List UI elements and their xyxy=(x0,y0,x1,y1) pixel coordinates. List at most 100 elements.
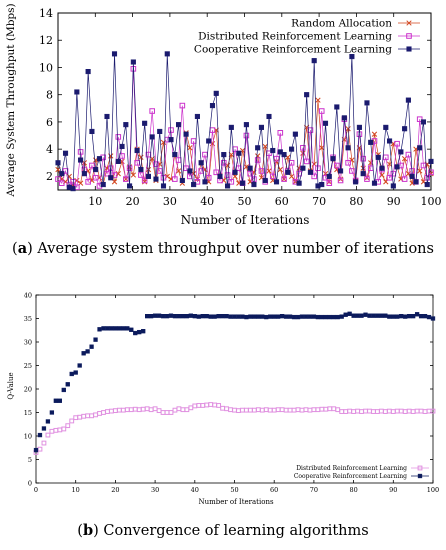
data-point xyxy=(254,157,261,163)
data-point xyxy=(262,143,268,150)
data-point xyxy=(307,314,313,319)
data-point xyxy=(398,408,404,414)
data-point xyxy=(141,177,148,184)
y-tick-label: 15 xyxy=(24,409,32,417)
data-point xyxy=(323,314,328,320)
data-point xyxy=(405,97,411,103)
data-point xyxy=(228,407,233,413)
data-point xyxy=(224,172,231,178)
data-point xyxy=(382,409,388,414)
data-point xyxy=(111,51,118,57)
data-point xyxy=(420,119,427,125)
data-point xyxy=(187,168,193,174)
x-tick-label: 60 xyxy=(275,195,289,208)
data-point xyxy=(142,179,148,185)
data-point xyxy=(359,409,364,414)
y-tick-label: 0 xyxy=(28,479,32,487)
data-point xyxy=(220,405,225,411)
data-point xyxy=(303,158,310,165)
data-point xyxy=(192,314,197,319)
data-point xyxy=(232,407,237,413)
data-point xyxy=(394,408,400,414)
data-point xyxy=(319,145,325,151)
data-point xyxy=(398,149,404,155)
data-point xyxy=(157,128,163,135)
data-point xyxy=(375,313,380,318)
data-point xyxy=(33,447,39,453)
data-point xyxy=(426,314,432,320)
caption-a-letter: a xyxy=(17,240,28,257)
data-point xyxy=(213,169,220,176)
data-point xyxy=(115,134,122,140)
data-point xyxy=(303,407,309,413)
data-point xyxy=(130,172,137,178)
data-point xyxy=(196,403,202,408)
data-point xyxy=(206,138,212,144)
y-tick-label: 5 xyxy=(28,456,32,464)
data-point xyxy=(183,131,189,137)
data-point xyxy=(266,168,272,174)
data-point xyxy=(363,408,368,414)
data-point xyxy=(402,126,408,132)
data-point xyxy=(202,179,208,185)
data-point xyxy=(205,174,212,181)
data-point xyxy=(89,162,95,169)
data-point xyxy=(319,182,325,188)
data-point xyxy=(100,182,106,188)
data-point xyxy=(53,398,59,403)
data-point xyxy=(349,168,355,174)
data-point xyxy=(417,145,423,151)
x-tick-label: 30 xyxy=(163,195,177,208)
data-point xyxy=(300,150,306,156)
y-tick-label: 30 xyxy=(24,338,32,346)
data-point xyxy=(116,407,122,413)
data-point xyxy=(315,97,321,103)
data-point xyxy=(70,186,76,192)
data-point xyxy=(236,165,242,172)
data-point xyxy=(113,408,118,414)
data-point xyxy=(212,314,217,319)
data-point xyxy=(375,154,381,160)
y-tick-label: 12 xyxy=(39,34,53,47)
data-point xyxy=(191,182,197,188)
data-point xyxy=(383,124,389,130)
data-point xyxy=(345,159,351,166)
data-point xyxy=(160,314,166,319)
data-point xyxy=(149,108,155,114)
data-point xyxy=(61,387,66,393)
data-point xyxy=(117,326,122,331)
data-point xyxy=(208,314,213,319)
data-point xyxy=(109,326,114,331)
data-point xyxy=(300,165,306,171)
data-point xyxy=(292,131,298,137)
data-point xyxy=(295,407,301,413)
data-point xyxy=(341,115,347,121)
data-point xyxy=(355,313,360,318)
data-point xyxy=(53,427,59,433)
data-point xyxy=(111,179,118,185)
data-point xyxy=(335,407,341,413)
data-point xyxy=(360,155,366,162)
data-point xyxy=(243,132,250,139)
data-point xyxy=(58,180,65,186)
legend-label: Distributed Reinforcement Learning xyxy=(296,465,407,472)
data-point xyxy=(371,409,376,414)
data-point xyxy=(399,314,404,319)
data-point xyxy=(236,150,242,156)
data-point xyxy=(277,130,284,136)
y-axis-label: Q-Value xyxy=(7,372,15,399)
data-point xyxy=(164,51,170,57)
data-point xyxy=(327,406,333,412)
data-point xyxy=(224,183,231,189)
data-point xyxy=(172,314,178,319)
y-tick-label: 14 xyxy=(39,7,53,20)
data-point xyxy=(299,407,305,413)
data-point xyxy=(81,351,86,356)
data-point xyxy=(69,418,75,424)
data-point xyxy=(134,147,140,154)
data-point xyxy=(364,100,370,106)
data-point xyxy=(402,409,408,414)
data-point xyxy=(430,408,436,414)
y-tick-label: 35 xyxy=(24,315,32,323)
data-point xyxy=(395,314,400,319)
